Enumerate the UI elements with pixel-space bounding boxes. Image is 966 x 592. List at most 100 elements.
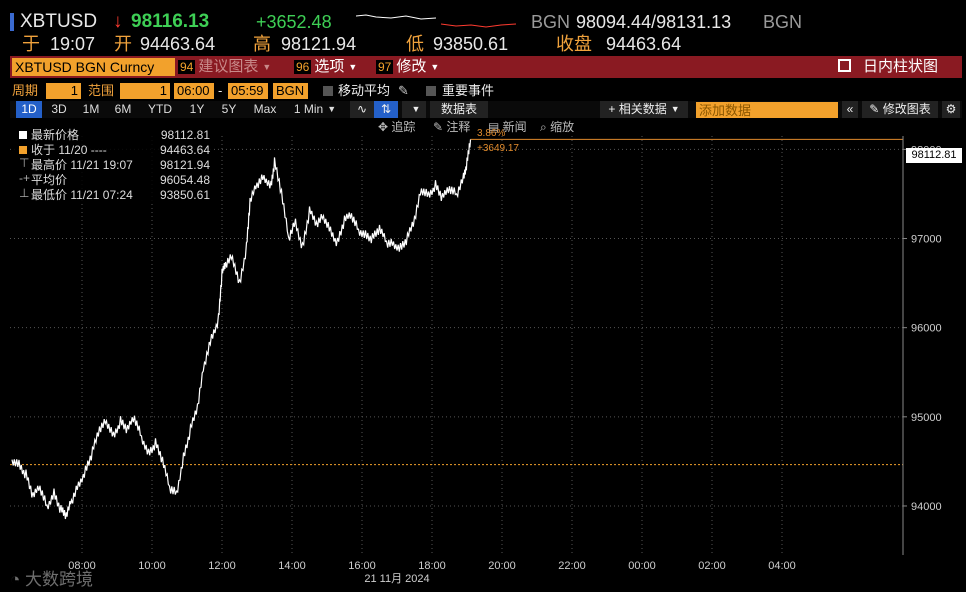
- range-toolbar: 1D 3D 1M 6M YTD 1Y 5Y Max 1 Min ▼ ∿ ⇅ ▼ 数…: [10, 101, 962, 118]
- close-value: 94463.64: [606, 34, 682, 54]
- track-tool-label: 追踪: [391, 120, 416, 134]
- chevron-down-icon: ▼: [411, 104, 421, 115]
- intraday-bar-label: 日内柱状图: [863, 58, 939, 75]
- quote-source: BGN: [531, 12, 571, 32]
- change-percent: 3.86%: [477, 128, 506, 139]
- bar-chart-icon[interactable]: ⇅: [374, 101, 398, 118]
- low-value: 93850.61: [433, 34, 509, 54]
- pencil-icon: ✎: [869, 102, 883, 116]
- legend-value: 93850.61: [159, 188, 210, 202]
- x-tick-label: 12:00: [208, 560, 236, 572]
- end-time-input[interactable]: 05:59: [228, 83, 268, 99]
- chevron-down-icon: ▼: [262, 62, 272, 73]
- range-input[interactable]: 1: [120, 83, 170, 99]
- legend-name: 最低价 11/21 07:24: [31, 188, 133, 202]
- edit-label: 修改: [396, 58, 427, 75]
- range-1m-button[interactable]: 1M: [82, 102, 100, 116]
- external-link-icon: [838, 59, 851, 72]
- open-label: 开: [114, 34, 132, 54]
- last-price: 98116.13: [131, 11, 210, 32]
- legend-name: 平均价: [31, 173, 68, 187]
- chart-legend: 最新价格 98112.81 收于 11/20 ---- 94463.64 ⊤ 最…: [14, 126, 214, 203]
- range-3d-button[interactable]: 3D: [51, 102, 67, 116]
- range-6m-button[interactable]: 6M: [114, 102, 132, 116]
- chevron-down-icon: ▼: [670, 104, 680, 115]
- news-tool[interactable]: ▤ 新闻: [488, 119, 527, 136]
- news-icon: ▤: [488, 120, 503, 134]
- start-time-input[interactable]: 06:00: [174, 83, 214, 99]
- line-chart-icon[interactable]: ∿: [350, 101, 374, 118]
- options-number: 96: [294, 60, 312, 74]
- edit-menu[interactable]: 97 修改 ▼: [376, 58, 439, 76]
- zoom-tool-label: 缩放: [550, 120, 575, 134]
- legend-row-close: 收于 11/20 ---- 94463.64: [14, 143, 214, 158]
- logo-icon: ◔: [10, 570, 25, 589]
- x-tick-label: 20:00: [488, 560, 516, 572]
- quote-source-2: BGN: [763, 12, 803, 32]
- security-input[interactable]: XBTUSD BGN Curncy: [12, 58, 175, 76]
- range-label: 范围: [88, 83, 115, 98]
- x-axis: 08:00 10:00 12:00 14:00 16:00 18:00 20:00 22:00…: [68, 560, 796, 572]
- moving-average-checkbox[interactable]: [323, 86, 333, 96]
- legend-row-high: ⊤ 最高价 11/21 19:07 98121.94: [14, 156, 214, 173]
- range-max-button[interactable]: Max: [253, 102, 277, 116]
- range-5y-button[interactable]: 5Y: [221, 102, 237, 116]
- chart-type-dropdown[interactable]: ▼: [402, 101, 426, 118]
- x-tick-label: 18:00: [418, 560, 446, 572]
- edit-chart-button[interactable]: ✎ 修改图表: [862, 101, 938, 118]
- related-data-dropdown[interactable]: + 相关数据 ▼: [600, 101, 688, 118]
- interval-dropdown[interactable]: 1 Min ▼: [286, 101, 344, 118]
- y-tick-label: 94000: [911, 501, 942, 513]
- track-tool[interactable]: ✥ 追踪: [378, 119, 415, 136]
- x-tick-label: 22:00: [558, 560, 586, 572]
- watermark-text: 大数跨境: [25, 570, 93, 589]
- price-change: +3652.48: [256, 12, 332, 32]
- edit-chart-label: 修改图表: [882, 102, 931, 116]
- chevron-down-icon: ▼: [348, 62, 358, 73]
- x-tick-label: 14:00: [278, 560, 306, 572]
- intraday-bar-button[interactable]: 日内柱状图: [838, 58, 938, 76]
- legend-row-average: -+ 平均价 96054.48: [14, 171, 214, 188]
- y-axis: 9400095000960009700098000: [902, 136, 942, 555]
- options-menu[interactable]: 96 选项 ▼: [294, 58, 357, 76]
- legend-value: 96054.48: [159, 173, 210, 187]
- source-input[interactable]: BGN: [273, 83, 308, 99]
- bid-ask: 98094.44/98131.13: [576, 12, 732, 32]
- price-chart[interactable]: 9400095000960009700098000 08:0010:0012:0…: [0, 118, 966, 592]
- gear-icon[interactable]: ⚙: [942, 101, 960, 118]
- range-1d-button[interactable]: 1D: [16, 101, 42, 118]
- chevron-down-icon: ▼: [327, 104, 337, 115]
- x-axis-date-label: 21 11月 2024: [364, 573, 429, 585]
- ticker-accent-bar: [10, 13, 14, 31]
- change-absolute: +3649.17: [477, 143, 519, 154]
- ticker-symbol: XBTUSD: [20, 11, 98, 32]
- zoom-tool[interactable]: ⌕ 缩放: [540, 119, 574, 136]
- pencil-icon[interactable]: ✎: [398, 83, 409, 98]
- x-tick-label: 08:00: [68, 560, 96, 572]
- suggest-charts-menu[interactable]: 94 建议图表 ▼: [178, 58, 271, 76]
- collapse-icon[interactable]: «: [842, 101, 858, 118]
- square-marker-icon: [19, 146, 27, 154]
- legend-name: 最高价 11/21 19:07: [31, 158, 133, 172]
- high-label: 高: [253, 34, 271, 54]
- y-tick-label: 96000: [911, 323, 942, 335]
- data-table-button[interactable]: 数据表: [430, 101, 488, 118]
- legend-value: 98112.81: [160, 128, 210, 142]
- add-data-input[interactable]: [696, 102, 838, 118]
- function-bar: XBTUSD BGN Curncy 94 建议图表 ▼ 96 选项 ▼ 97 修改 ▼ 日内…: [10, 56, 962, 78]
- suggest-charts-number: 94: [178, 60, 196, 74]
- range-1y-button[interactable]: 1Y: [189, 102, 205, 116]
- average-marker-icon: -+: [19, 171, 31, 185]
- low-marker-icon: ⊥: [19, 186, 30, 200]
- y-tick-label: 95000: [911, 412, 942, 424]
- annotate-tool[interactable]: ✎ 注释: [433, 119, 470, 136]
- sparkline-icon: [356, 14, 516, 28]
- legend-value: 94463.64: [159, 143, 210, 157]
- crosshair-icon: ✥: [378, 120, 392, 134]
- legend-name: 收于 11/20 ----: [31, 143, 107, 157]
- settings-row: 周期 1 范围 1 06:00 - 05:59 BGN 移动平均 ✎ 重要事件: [10, 82, 962, 100]
- events-checkbox[interactable]: [426, 86, 436, 96]
- range-ytd-button[interactable]: YTD: [148, 102, 172, 116]
- x-tick-label: 00:00: [628, 560, 656, 572]
- period-input[interactable]: 1: [46, 83, 81, 99]
